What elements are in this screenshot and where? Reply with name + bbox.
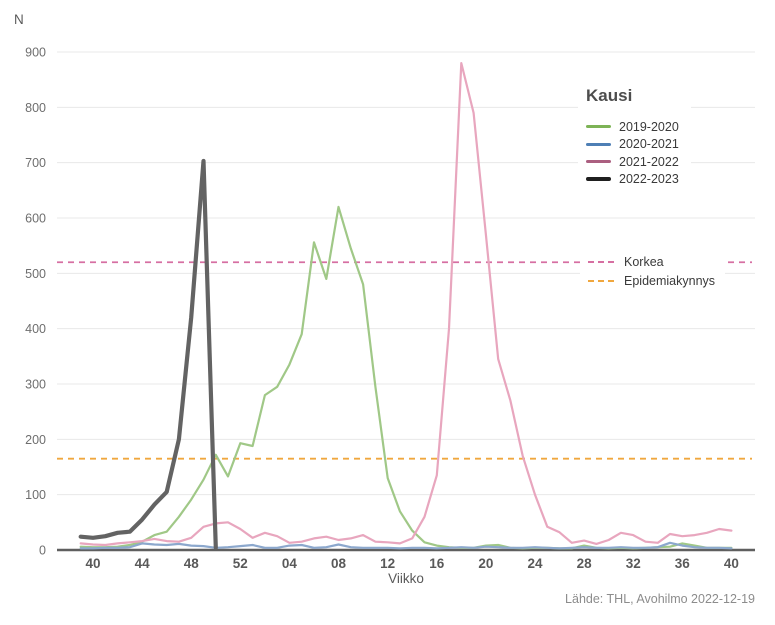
x-tick-label-9: 24 <box>527 556 543 571</box>
legend-label-2019-2020: 2019-2020 <box>619 119 679 134</box>
x-tick-label-2: 48 <box>184 556 200 571</box>
series-lines <box>78 61 733 550</box>
x-tick-label-0: 40 <box>85 556 100 571</box>
y-tick-label-600: 600 <box>25 212 46 226</box>
legend-label-2020-2021: 2020-2021 <box>619 137 679 152</box>
gridlines <box>57 51 755 496</box>
legend-item-2021-2022: 2021-2022 <box>586 153 679 171</box>
threshold-swatch-epidemiakynnys-icon <box>588 279 614 282</box>
threshold-item-korkea: Korkea <box>588 252 715 271</box>
y-axis-title: N <box>14 12 24 27</box>
x-axis-tick-labels: 40 44 48 52 04 08 12 16 20 24 28 32 36 40 <box>85 556 738 571</box>
legend-label-2022-2023: 2022-2023 <box>619 172 679 187</box>
legend-item-2022-2023: 2022-2023 <box>586 171 679 189</box>
y-tick-label-800: 800 <box>25 101 46 115</box>
x-tick-label-4: 04 <box>282 556 298 571</box>
legend-item-2019-2020: 2019-2020 <box>586 118 679 136</box>
x-axis-title: Viikko <box>388 571 424 586</box>
series-line-2021-2022 <box>79 61 733 547</box>
x-tick-label-3: 52 <box>233 556 248 571</box>
source-note: Lähde: THL, Avohilmo 2022-12-19 <box>565 592 755 606</box>
legend-title: Kausi <box>586 86 633 105</box>
y-tick-label-500: 500 <box>25 267 46 281</box>
x-tick-label-13: 40 <box>724 556 739 571</box>
x-tick-label-5: 08 <box>331 556 347 571</box>
x-tick-label-12: 36 <box>675 556 691 571</box>
legend-swatch-2022-2023-icon <box>586 177 611 182</box>
threshold-label-korkea: Korkea <box>624 254 664 269</box>
legend-label-2021-2022: 2021-2022 <box>619 154 679 169</box>
legend-swatch-2020-2021-icon <box>586 142 611 146</box>
legend-swatch-2019-2020-icon <box>586 125 611 129</box>
y-axis-tick-labels: 0 100 200 300 400 500 600 700 800 900 <box>25 46 46 558</box>
y-tick-label-0: 0 <box>39 544 46 558</box>
x-tick-label-7: 16 <box>429 556 445 571</box>
x-tick-label-10: 28 <box>577 556 593 571</box>
series-line-2020-2021 <box>79 541 733 550</box>
x-tick-label-6: 12 <box>380 556 395 571</box>
threshold-label-epidemiakynnys: Epidemiakynnys <box>624 273 716 288</box>
y-tick-label-200: 200 <box>25 433 46 447</box>
season-legend: Kausi 2019-2020 2020-2021 2021-2022 2022… <box>578 80 691 196</box>
y-tick-label-700: 700 <box>25 156 46 170</box>
y-tick-label-100: 100 <box>25 488 46 502</box>
threshold-swatch-korkea-icon <box>588 260 614 263</box>
y-tick-label-400: 400 <box>25 322 46 336</box>
legend-item-2020-2021: 2020-2021 <box>586 136 679 154</box>
y-tick-label-900: 900 <box>25 46 46 60</box>
legend-swatch-2021-2022-icon <box>586 160 611 164</box>
y-tick-label-300: 300 <box>25 378 46 392</box>
threshold-item-epidemiakynnys: Epidemiakynnys <box>588 271 715 290</box>
x-tick-label-11: 32 <box>626 556 641 571</box>
threshold-lines <box>57 261 752 460</box>
x-tick-label-1: 44 <box>135 556 151 571</box>
series-line-2022-2023 <box>78 158 218 550</box>
threshold-legend: Korkea Epidemiakynnys <box>580 252 726 290</box>
x-tick-label-8: 20 <box>478 556 493 571</box>
